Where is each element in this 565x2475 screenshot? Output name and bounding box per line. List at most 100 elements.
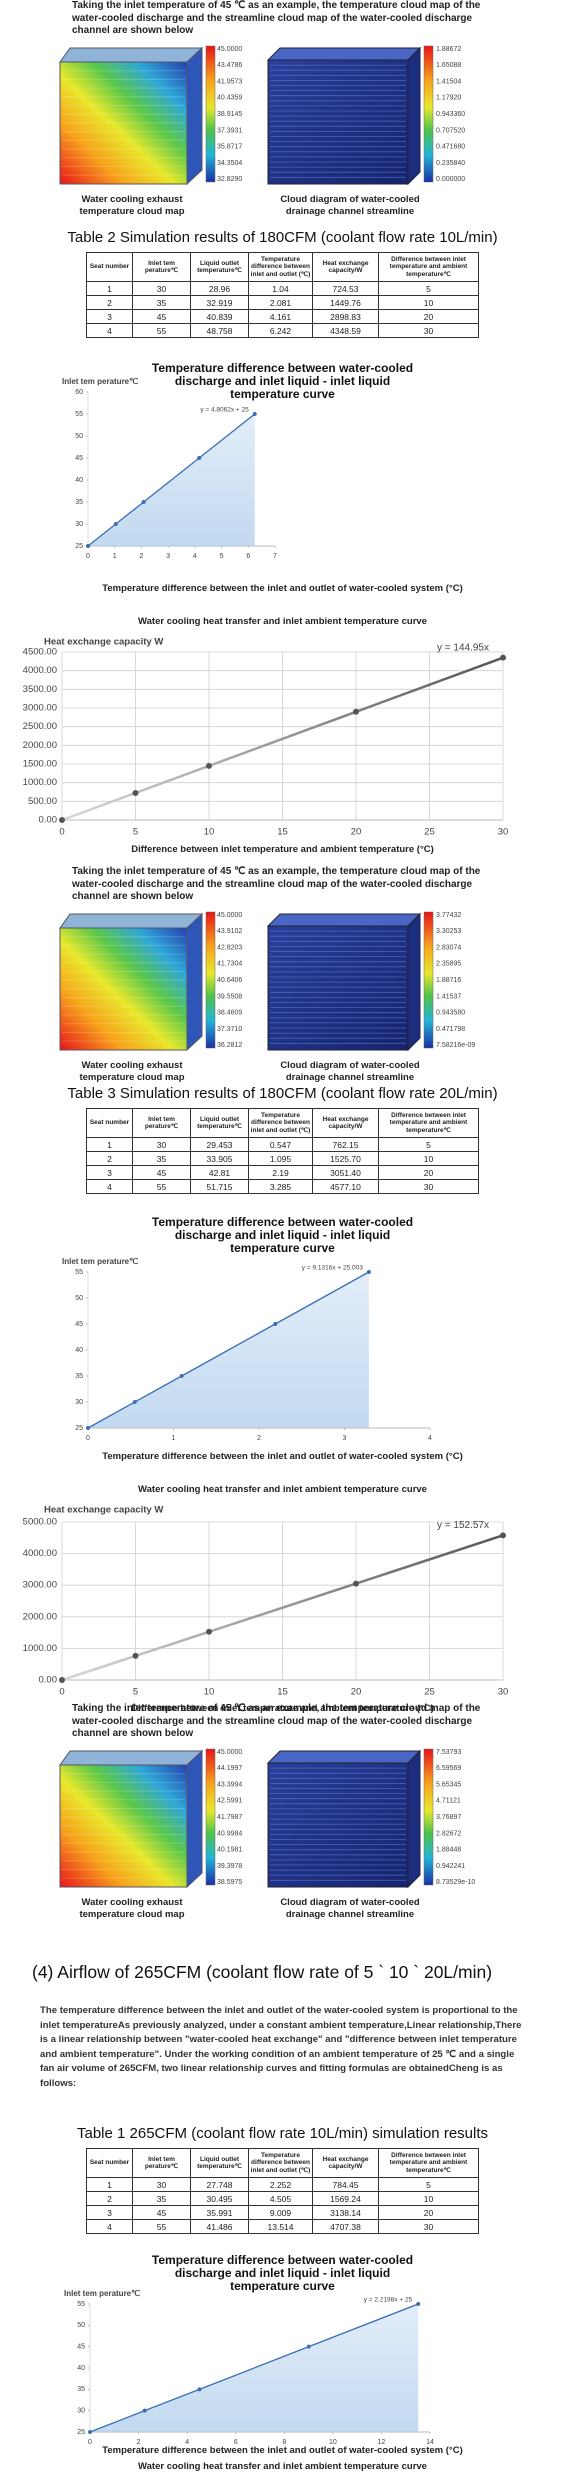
header-cell: Temperature difference between inlet and… <box>248 2148 313 2178</box>
cell: 45 <box>132 2205 191 2220</box>
legend-value: 1.41537 <box>436 993 461 1000</box>
cell: 4 <box>86 323 133 338</box>
image-label: Cloud diagram of water-cooled drainage c… <box>280 194 420 217</box>
cell: 10 <box>378 2191 479 2206</box>
cloud-side <box>186 912 203 1052</box>
y-tick-label: 3000.00 <box>23 703 57 714</box>
cell: 3 <box>86 1165 133 1180</box>
y-tick-label: 40 <box>77 2365 85 2372</box>
fit-equation: y = 152.57x <box>437 1520 489 1531</box>
x-tick-label: 10 <box>204 1687 215 1698</box>
cell: 784.45 <box>312 2177 379 2192</box>
cloud-front <box>59 1764 188 1888</box>
fit-equation: y = 2.2198x + 25 <box>364 2297 413 2304</box>
data-point <box>416 2302 421 2306</box>
cell: 35 <box>132 295 191 310</box>
color-bar <box>205 911 216 1049</box>
header-cell: Difference between inlet temperature and… <box>378 252 479 282</box>
y-tick-label: 35 <box>75 1373 83 1380</box>
header-cell: Seat number <box>86 2148 133 2178</box>
cloud-side <box>186 1749 203 1889</box>
x-tick-label: 0 <box>59 1687 64 1698</box>
cell: 30.495 <box>190 2191 249 2206</box>
cell: 45 <box>132 309 191 324</box>
cell: 6.242 <box>248 323 313 338</box>
cell: 5 <box>378 281 479 296</box>
figure-caption: Taking the inlet temperature of 45 ℃ as … <box>72 0 481 36</box>
cell: 1 <box>86 1137 133 1152</box>
cell: 35 <box>132 2191 191 2206</box>
data-point <box>59 817 65 823</box>
y-axis-label: Heat exchange capacity W <box>44 1505 163 1516</box>
section-caption: Water cooling heat transfer and inlet am… <box>138 2461 427 2472</box>
x-tick-label: 0 <box>86 553 90 560</box>
x-tick-label: 2 <box>139 553 143 560</box>
x-tick-label: 30 <box>498 1687 509 1698</box>
x-tick-label: 5 <box>220 553 224 560</box>
cell: 1 <box>86 281 133 296</box>
legend-value: 37.3931 <box>217 127 242 134</box>
stream-top <box>266 913 422 927</box>
cell: 20 <box>378 2205 479 2220</box>
cell: 42.81 <box>190 1165 249 1180</box>
x-tick-label: 12 <box>378 2439 386 2446</box>
legend-value: 1.88672 <box>436 46 461 53</box>
x-axis-label: Temperature difference between the inlet… <box>102 1451 463 1462</box>
cell: 13.514 <box>248 2219 313 2234</box>
cell: 9.009 <box>248 2205 313 2220</box>
legend-value: 0.707520 <box>436 127 465 134</box>
cell: 41.486 <box>190 2219 249 2234</box>
x-tick-label: 3 <box>166 553 170 560</box>
legend-value: 43.3994 <box>217 1781 242 1788</box>
x-axis-label: Difference between inlet temperature and… <box>131 1703 434 1714</box>
legend-value: 44.1997 <box>217 1765 242 1772</box>
results-table: Seat number Inlet tem perature℃ Liquid out… <box>86 2148 479 2234</box>
legend-value: 45.0000 <box>217 46 242 53</box>
header-cell: Inlet tem perature℃ <box>132 1108 191 1138</box>
cell: 40.839 <box>190 309 249 324</box>
y-axis-label: Inlet tem perature℃ <box>62 1257 138 1266</box>
y-tick-label: 55 <box>77 2301 85 2308</box>
data-point <box>86 544 90 548</box>
x-tick-label: 25 <box>424 1687 435 1698</box>
cell: 3 <box>86 309 133 324</box>
header-cell: Heat exchange capacity/W <box>312 1108 379 1138</box>
legend-value: 38.4609 <box>217 1010 242 1017</box>
y-tick-label: 40 <box>75 1347 83 1354</box>
y-tick-label: 4500.00 <box>23 647 57 658</box>
data-point <box>59 1677 65 1683</box>
legend-value: 34.3504 <box>217 160 242 167</box>
data-point <box>366 1270 371 1274</box>
cell: 724.53 <box>312 281 379 296</box>
header-cell: Temperature difference between inlet and… <box>248 252 313 282</box>
fit-equation: y = 4.8062x + 25 <box>200 407 249 414</box>
x-tick-label: 15 <box>277 827 288 838</box>
cell: 2.19 <box>248 1165 313 1180</box>
cell: 4.161 <box>248 309 313 324</box>
header-cell: Difference between inlet temperature and… <box>378 1108 479 1138</box>
y-tick-label: 2000.00 <box>23 1611 57 1622</box>
data-point <box>206 1628 212 1635</box>
stream-top <box>266 47 422 61</box>
legend-value: 35.8717 <box>217 144 242 151</box>
cell: 762.15 <box>312 1137 379 1152</box>
y-tick-label: 25 <box>75 543 83 550</box>
results-table: Seat number Inlet tem perature℃ Liquid out… <box>86 252 479 338</box>
color-bar <box>205 1748 216 1886</box>
x-tick-label: 2 <box>137 2439 141 2446</box>
color-bar <box>205 45 216 183</box>
legend-value: 2.83074 <box>436 944 461 951</box>
cell: 1449.76 <box>312 295 379 310</box>
legend-value: 3.77432 <box>436 912 461 919</box>
y-tick-label: 4000.00 <box>23 665 57 676</box>
color-bar <box>423 1748 434 1886</box>
legend-value: 8.73529e-10 <box>436 1879 475 1886</box>
fit-equation: y = 144.95x <box>437 642 489 653</box>
x-tick-label: 4 <box>193 553 197 560</box>
y-axis-label: Inlet tem perature℃ <box>64 2289 140 2298</box>
y-tick-label: 45 <box>75 1321 83 1328</box>
x-tick-label: 5 <box>133 827 138 838</box>
cell: 2 <box>86 1151 133 1166</box>
stream-side <box>407 46 421 186</box>
legend-value: 4.71121 <box>436 1798 461 1805</box>
